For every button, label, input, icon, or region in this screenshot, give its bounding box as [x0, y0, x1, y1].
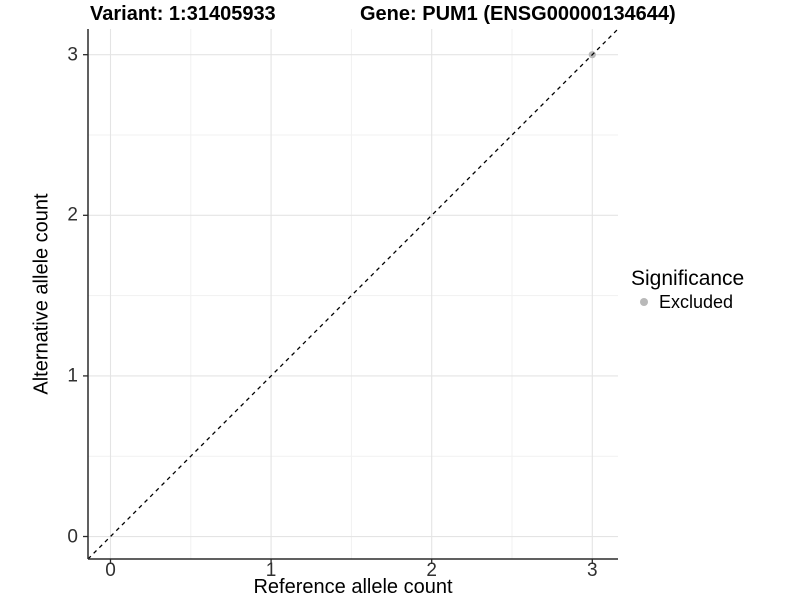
- y-tick-label: 3: [67, 44, 78, 66]
- legend-title: Significance: [631, 267, 745, 290]
- y-tick-label: 1: [67, 365, 78, 387]
- gene-title: Gene: PUM1 (ENSG00000134644): [360, 3, 676, 25]
- legend-items: Excluded: [631, 292, 744, 312]
- x-tick-label: 0: [105, 560, 116, 581]
- legend-item: Excluded: [631, 292, 744, 312]
- y-tick-label: 0: [67, 526, 78, 547]
- x-tick-label: 2: [426, 560, 437, 581]
- variant-title: Variant: 1:31405933: [90, 3, 276, 25]
- x-tick-label: 1: [265, 560, 277, 581]
- legend: Significance Excluded: [631, 266, 744, 312]
- y-axis-label: Alternative allele count: [30, 193, 53, 395]
- legend-item-label: Excluded: [659, 291, 734, 312]
- x-axis-label: Reference allele count: [253, 576, 453, 598]
- y-tick-label: 2: [67, 204, 78, 226]
- legend-key-dot-icon: [640, 298, 648, 306]
- identity-reference-line: [87, 28, 619, 560]
- x-tick-label: 3: [587, 560, 598, 581]
